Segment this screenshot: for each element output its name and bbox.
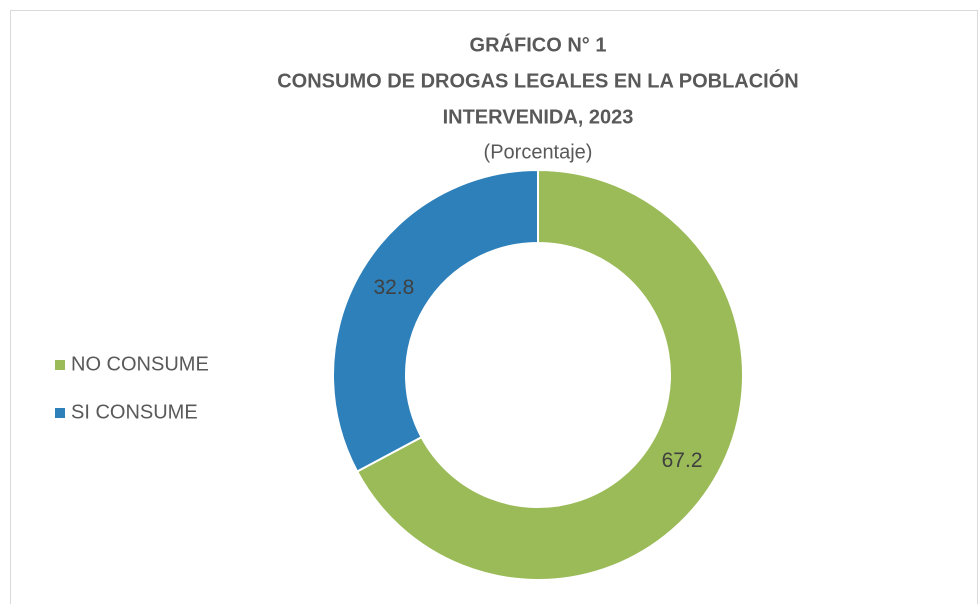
legend-label: SI CONSUME — [71, 401, 198, 423]
donut-slice — [355, 168, 744, 581]
data-label: 67.2 — [662, 449, 703, 472]
chart-title: GRÁFICO N° 1 — [470, 33, 607, 56]
chart-frame — [10, 10, 978, 604]
data-label: 32.8 — [373, 276, 414, 299]
chart-title: INTERVENIDA, 2023 — [443, 106, 634, 128]
chart-subtitle: (Porcentaje) — [484, 141, 593, 163]
legend-swatch — [55, 408, 65, 418]
legend-label: NO CONSUME — [71, 353, 209, 375]
chart-title: CONSUMO DE DROGAS LEGALES EN LA POBLACIÓ… — [277, 68, 799, 92]
legend-swatch — [55, 360, 65, 370]
donut-slice — [332, 168, 539, 473]
